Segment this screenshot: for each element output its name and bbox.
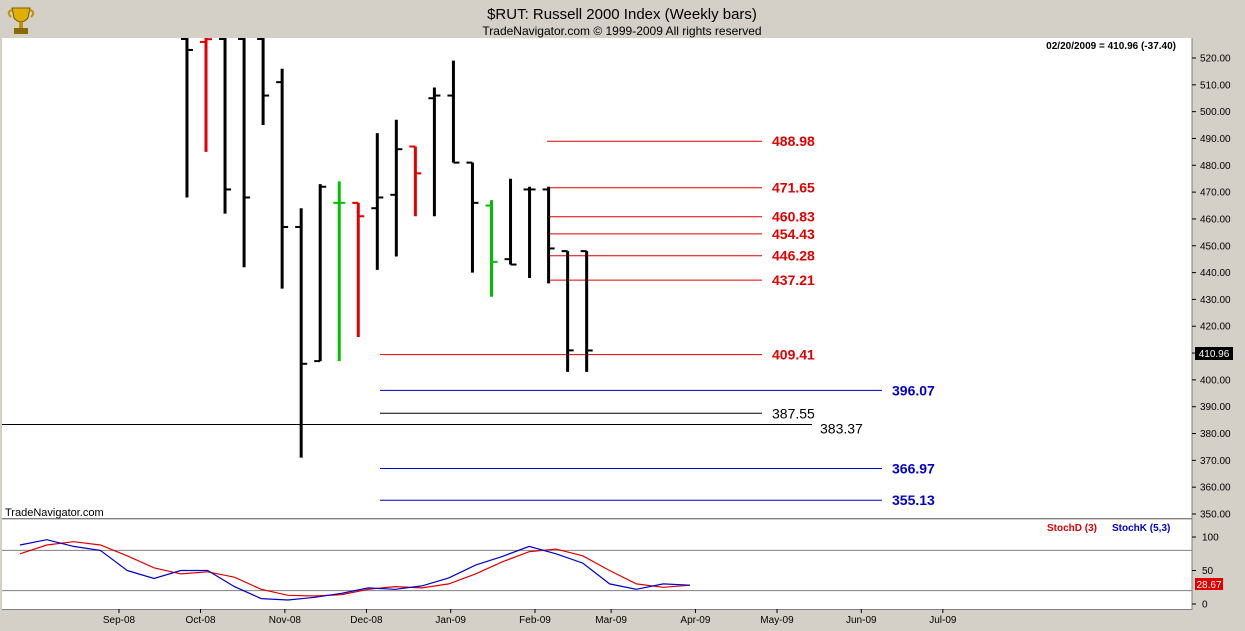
stoch-tick-label: 50 xyxy=(1202,566,1214,577)
date-tick-label: May-09 xyxy=(760,615,794,626)
price-tick-label: 360.00 xyxy=(1200,483,1231,494)
level-label-383-37: 383.37 xyxy=(820,420,863,436)
ohlc-bar xyxy=(485,200,498,297)
stoch-plot-background xyxy=(2,520,1192,609)
price-tick-label: 430.00 xyxy=(1200,295,1231,306)
price-tick-label: 490.00 xyxy=(1200,134,1231,145)
price-tick-label: 440.00 xyxy=(1200,268,1231,279)
ohlc-bar xyxy=(542,186,555,284)
ohlc-bar xyxy=(180,38,193,198)
stoch-tick-label: 0 xyxy=(1202,600,1208,611)
price-tick-label: 380.00 xyxy=(1200,429,1231,440)
price-tick-label: 510.00 xyxy=(1200,80,1231,91)
level-label-471-65: 471.65 xyxy=(772,180,815,196)
level-label-437-21: 437.21 xyxy=(772,272,815,288)
stochastic-panel xyxy=(2,539,1192,601)
level-label-355-13: 355.13 xyxy=(892,492,935,508)
ohlc-bar xyxy=(580,250,593,372)
stoch-last-label: 28.67 xyxy=(1196,580,1221,591)
ohlc-bar xyxy=(257,38,270,126)
ohlc-bar xyxy=(314,184,327,363)
price-tick-label: 520.00 xyxy=(1200,54,1231,65)
date-axis: Sep-08 Oct-08 Nov-08 Dec-08 Jan-09 Feb-09 Mar-… xyxy=(103,609,957,626)
stoch-last-tag: 28.67 xyxy=(1195,578,1223,591)
date-tick-label: Jul-09 xyxy=(929,615,957,626)
level-label-396-07: 396.07 xyxy=(892,382,935,398)
price-tick-label: 390.00 xyxy=(1200,402,1231,413)
date-tick-label: Jan-09 xyxy=(435,615,466,626)
level-label-488-98: 488.98 xyxy=(772,133,815,149)
last-price-label: 410.96 xyxy=(1199,349,1230,360)
ohlc-bar xyxy=(504,178,517,266)
ohlc-bar xyxy=(466,161,479,273)
price-axis: 520.00 510.00 500.00 490.00 480.00 470.00 460.… xyxy=(1192,54,1231,521)
ohlc-bar xyxy=(238,38,251,268)
stochd-line xyxy=(19,541,691,597)
ohlc-bar xyxy=(219,38,232,214)
level-label-387-55: 387.55 xyxy=(772,405,815,421)
quote-readout: 02/20/2009 = 410.96 (-37.40) xyxy=(1046,41,1176,52)
ohlc-bar xyxy=(295,208,308,458)
ohlc-bar xyxy=(352,201,365,337)
ohlc-bar xyxy=(409,145,422,217)
legend-stochk: StochK (5,3) xyxy=(1112,523,1170,534)
ohlc-bar xyxy=(428,87,441,217)
date-tick-label: Jun-09 xyxy=(846,615,877,626)
price-tick-label: 450.00 xyxy=(1200,241,1231,252)
trophy-icon xyxy=(7,7,35,34)
date-tick-label: Sep-08 xyxy=(103,615,136,626)
ohlc-bar xyxy=(390,119,403,257)
level-label-446-28: 446.28 xyxy=(772,248,815,264)
ohlc-bar xyxy=(200,38,213,152)
price-tick-label: 500.00 xyxy=(1200,107,1231,118)
ohlc-bar xyxy=(276,68,289,289)
level-label-460-83: 460.83 xyxy=(772,209,815,225)
stoch-tick-label: 100 xyxy=(1202,533,1219,544)
stochastic-axis: 100 50 0 xyxy=(1192,533,1219,611)
price-tick-label: 460.00 xyxy=(1200,214,1231,225)
date-tick-label: Mar-09 xyxy=(595,615,627,626)
legend-stochd: StochD (3) xyxy=(1047,523,1097,534)
ohlc-bars xyxy=(180,38,593,458)
ohlc-bar xyxy=(447,60,460,164)
price-tick-label: 480.00 xyxy=(1200,161,1231,172)
ohlc-bar xyxy=(523,186,536,278)
stochk-line xyxy=(19,539,691,601)
ohlc-bar xyxy=(333,181,346,362)
main-plot-background xyxy=(2,38,1192,518)
date-tick-label: Dec-08 xyxy=(350,615,383,626)
price-tick-label: 350.00 xyxy=(1200,510,1231,521)
level-label-409-41: 409.41 xyxy=(772,347,815,363)
ohlc-bar xyxy=(561,250,574,372)
price-tick-label: 420.00 xyxy=(1200,322,1231,333)
date-tick-label: Feb-09 xyxy=(519,615,551,626)
price-tick-label: 470.00 xyxy=(1200,188,1231,199)
date-tick-label: Apr-09 xyxy=(680,615,710,626)
date-tick-label: Oct-08 xyxy=(186,615,216,626)
level-label-454-43: 454.43 xyxy=(772,226,815,242)
price-tick-label: 370.00 xyxy=(1200,456,1231,467)
last-price-tag: 410.96 xyxy=(1195,347,1233,360)
level-label-366-97: 366.97 xyxy=(892,460,935,476)
chart-title: $RUT: Russell 2000 Index (Weekly bars) xyxy=(487,6,757,23)
chart-subtitle: TradeNavigator.com © 1999-2009 All right… xyxy=(482,24,761,38)
watermark: TradeNavigator.com xyxy=(5,507,104,519)
price-tick-label: 400.00 xyxy=(1200,375,1231,386)
ohlc-bar xyxy=(371,133,384,270)
date-tick-label: Nov-08 xyxy=(269,615,302,626)
